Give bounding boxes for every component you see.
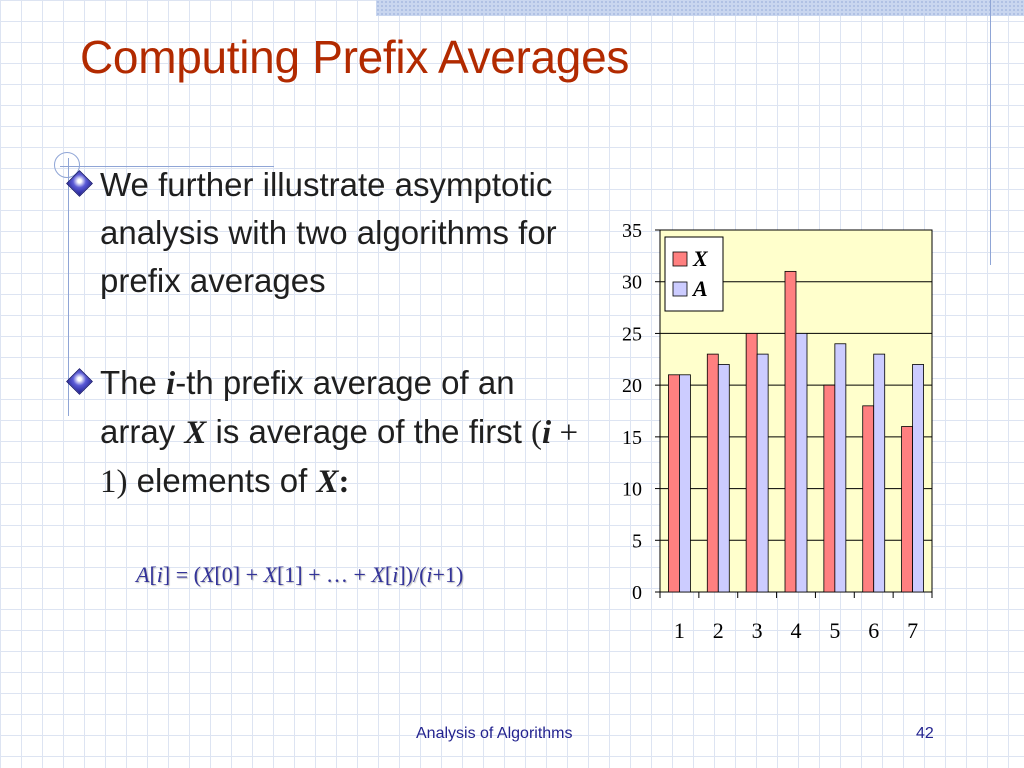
bar-a (834, 343, 847, 593)
bar-x (784, 270, 797, 593)
page-number: 42 (916, 725, 934, 742)
legend-swatch (672, 281, 688, 297)
x-tick-label: 2 (713, 618, 724, 643)
y-tick-label: 35 (622, 220, 642, 242)
bar-x (668, 374, 680, 593)
x-tick-label: 6 (868, 618, 879, 643)
bar-x (901, 426, 913, 593)
bullet-text: We further illustrate asymptotic analysi… (100, 166, 557, 299)
bar-x (823, 384, 836, 593)
prefix-average-formula: A[i] = (X[0] + X[1] + … + X[i])/(i+1) (136, 562, 464, 587)
x-tick-label: 3 (752, 618, 763, 643)
y-tick-label: 15 (622, 427, 642, 449)
slide-title: Computing Prefix Averages (80, 31, 630, 83)
decorative-line (60, 166, 274, 167)
header-decoration-bar (376, 0, 1024, 16)
legend-box (664, 236, 724, 312)
x-tick-label: 7 (907, 618, 918, 643)
legend-label: X (692, 246, 709, 271)
y-tick-label: 10 (622, 479, 642, 501)
decorative-line (68, 158, 69, 416)
bar-x (745, 333, 758, 593)
legend-label: A (691, 276, 708, 301)
bar-a (756, 353, 769, 593)
x-tick-label: 4 (791, 618, 802, 643)
legend-swatch (672, 251, 688, 267)
decorative-line (990, 0, 991, 265)
y-tick-label: 20 (622, 375, 642, 397)
x-tick-label: 1 (674, 618, 685, 643)
prefix-average-chart: 0 5 10 15 20 25 30 35 1 2 3 4 5 6 7 XA (622, 220, 933, 643)
bar-x (862, 405, 875, 593)
y-tick-label: 25 (622, 323, 642, 345)
bar-a (873, 353, 886, 593)
y-tick-label: 5 (632, 530, 642, 552)
footer-title: Analysis of Algorithms (416, 725, 573, 742)
bar-a (795, 333, 808, 593)
bullet-text: The i-th prefix average of an array X is… (100, 364, 579, 500)
bar-a (679, 374, 691, 593)
bullet-item: We further illustrate asymptotic analysi… (66, 161, 580, 305)
diamond-bullet-icon (66, 368, 93, 395)
x-tick-label: 5 (829, 618, 840, 643)
bar-x (706, 353, 719, 593)
y-tick-label: 0 (632, 582, 642, 604)
y-tick-label: 30 (622, 272, 642, 294)
bar-a (912, 364, 924, 593)
decorative-circle (54, 152, 80, 178)
bar-a (717, 364, 730, 593)
bullet-item: The i-th prefix average of an array X is… (66, 359, 580, 506)
